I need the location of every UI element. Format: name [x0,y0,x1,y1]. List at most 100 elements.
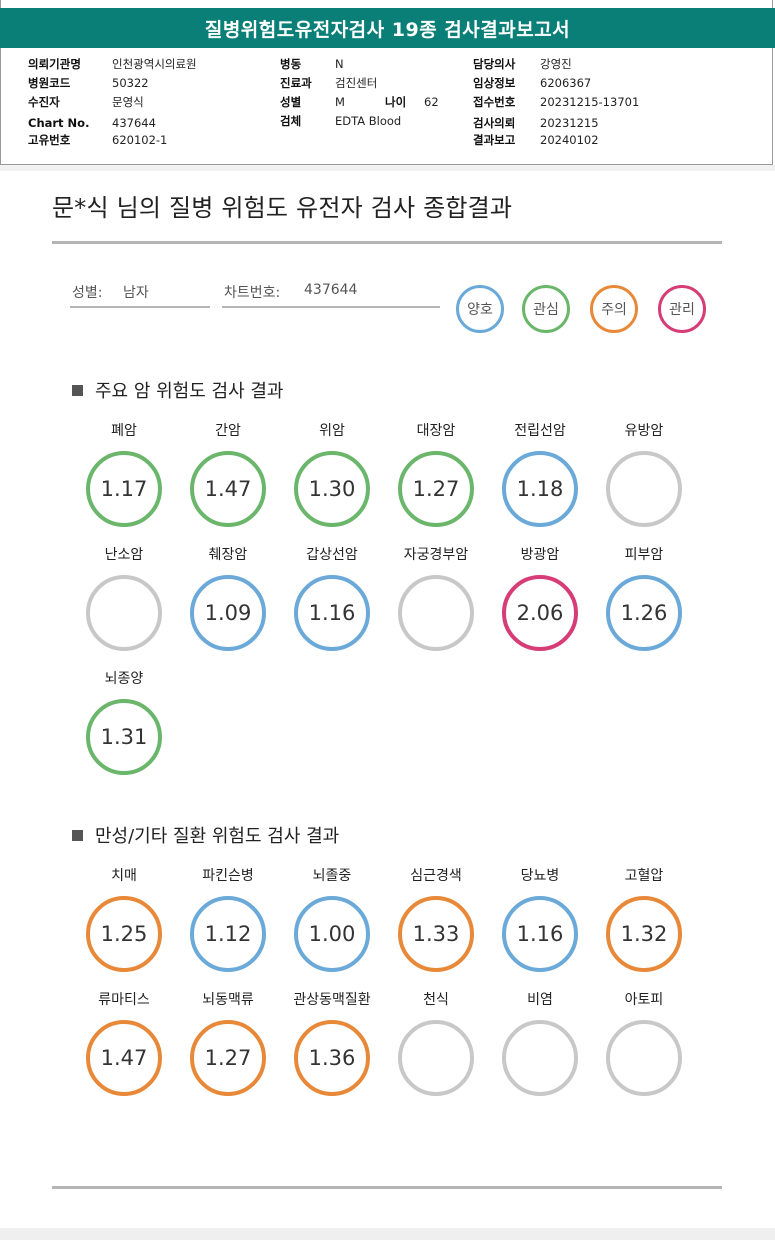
info-label: 병동 [280,57,302,71]
result-name: 뇌종양 [104,671,144,687]
result-name: 당뇨병 [520,868,560,884]
result-name: 파킨슨병 [202,868,254,884]
info-label: 결과보고 [473,133,516,147]
info-label: 검체 [280,114,302,128]
result-ring [606,451,682,527]
gender-field: 성별: 남자 [70,280,210,308]
info-label: 의뢰기관명 [28,57,81,71]
info-label: 임상정보 [473,76,516,90]
info-label: 담당의사 [473,57,516,71]
result-ring: 1.12 [190,896,266,972]
result-ring [86,575,162,651]
chronic-section-heading: 만성/기타 질환 위험도 검사 결과 [72,822,339,848]
info-value: EDTA Blood [335,114,402,128]
info-value: 50322 [112,76,149,90]
result-name: 천식 [423,992,449,1008]
gender-label: 성별: [72,285,103,301]
result-ring: 1.00 [294,896,370,972]
result-name: 난소암 [104,547,144,563]
info-value: 20231215 [540,116,599,130]
result-ring: 2.06 [502,575,578,651]
result-name: 방광암 [520,547,560,563]
info-label: 검사의뢰 [473,116,516,130]
info-value: M [335,95,345,109]
result-name: 관상동맥질환 [293,992,371,1008]
chart-number-value: 437644 [304,282,358,298]
result-ring: 1.27 [190,1020,266,1096]
info-value: 강영진 [540,57,572,71]
result-ring: 1.32 [606,896,682,972]
info-row-1: 의뢰기관명 [28,57,81,71]
result-ring: 1.47 [190,451,266,527]
chart-number-label: 차트번호: [224,285,281,301]
info-label: 병원코드 [28,76,71,90]
result-ring: 1.27 [398,451,474,527]
result-ring: 1.09 [190,575,266,651]
info-value: 문영식 [112,95,144,109]
info-label: 접수번호 [473,95,516,109]
result-ring [502,1020,578,1096]
result-name: 췌장암 [208,547,248,563]
info-label: Chart No. [28,116,90,130]
gender-value: 남자 [123,285,149,301]
result-name: 전립선암 [514,423,566,439]
legend-item: 관리 [658,285,706,333]
result-name: 뇌동맥류 [202,992,254,1008]
bottom-divider [52,1186,722,1189]
bullet-square-icon [72,384,83,396]
report-title: 질병위험도유전자검사 19종 검사결과보고서 [204,18,571,41]
summary-title: 문*식 님의 질병 위험도 유전자 검사 종합결과 [52,194,513,222]
info-label: 수진자 [28,95,60,109]
chronic-heading-text: 만성/기타 질환 위험도 검사 결과 [95,826,340,847]
info-label: 성별 [280,95,302,109]
divider [52,241,722,244]
separator [0,165,775,171]
result-name: 피부암 [624,547,664,563]
result-ring: 1.31 [86,699,162,775]
result-name: 고혈압 [624,868,664,884]
result-name: 류마티스 [98,992,150,1008]
info-value: 6206367 [540,76,592,90]
result-name: 간암 [215,423,241,439]
result-ring: 1.17 [86,451,162,527]
info-label: 나이 [385,95,407,109]
result-name: 대장암 [416,423,456,439]
chart-number-field: 차트번호: 437644 [222,280,440,308]
result-name: 자궁경부암 [403,547,469,563]
result-name: 갑상선암 [306,547,358,563]
info-value: N [335,57,344,71]
info-value: 437644 [112,116,156,130]
result-ring [606,1020,682,1096]
result-ring: 1.36 [294,1020,370,1096]
result-ring [398,575,474,651]
info-value: 62 [424,95,439,109]
info-value: 인천광역시의료원 [112,57,197,71]
info-value: 검진센터 [335,76,378,90]
result-ring: 1.33 [398,896,474,972]
bullet-square-icon [72,829,83,841]
legend-item: 주의 [590,285,638,333]
result-ring: 1.18 [502,451,578,527]
report-title-banner: 질병위험도유전자검사 19종 검사결과보고서 [0,8,775,48]
result-name: 유방암 [624,423,664,439]
result-ring: 1.25 [86,896,162,972]
result-ring: 1.16 [502,896,578,972]
result-ring: 1.30 [294,451,370,527]
header-frame [0,0,773,165]
result-name: 위암 [319,423,345,439]
result-ring: 1.16 [294,575,370,651]
footer-bar [0,1228,775,1240]
result-ring [398,1020,474,1096]
result-ring: 1.26 [606,575,682,651]
result-name: 뇌졸중 [312,868,352,884]
result-ring: 1.47 [86,1020,162,1096]
result-name: 심근경색 [410,868,462,884]
patient-info-grid: 의뢰기관명 인천광역시의료원 병동 N 담당의사 강영진 병원코드 50322 … [0,52,775,160]
cancer-section-heading: 주요 암 위험도 검사 결과 [72,377,284,403]
info-value: 20231215-13701 [540,95,640,109]
info-label: 진료과 [280,76,312,90]
info-value: 620102-1 [112,133,168,147]
result-name: 폐암 [111,423,137,439]
result-name: 비염 [527,992,553,1008]
result-name: 아토피 [624,992,664,1008]
